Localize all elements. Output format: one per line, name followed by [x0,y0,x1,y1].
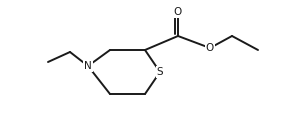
Text: N: N [84,61,92,71]
Text: O: O [174,7,182,17]
Text: S: S [157,67,163,77]
Text: O: O [206,43,214,53]
